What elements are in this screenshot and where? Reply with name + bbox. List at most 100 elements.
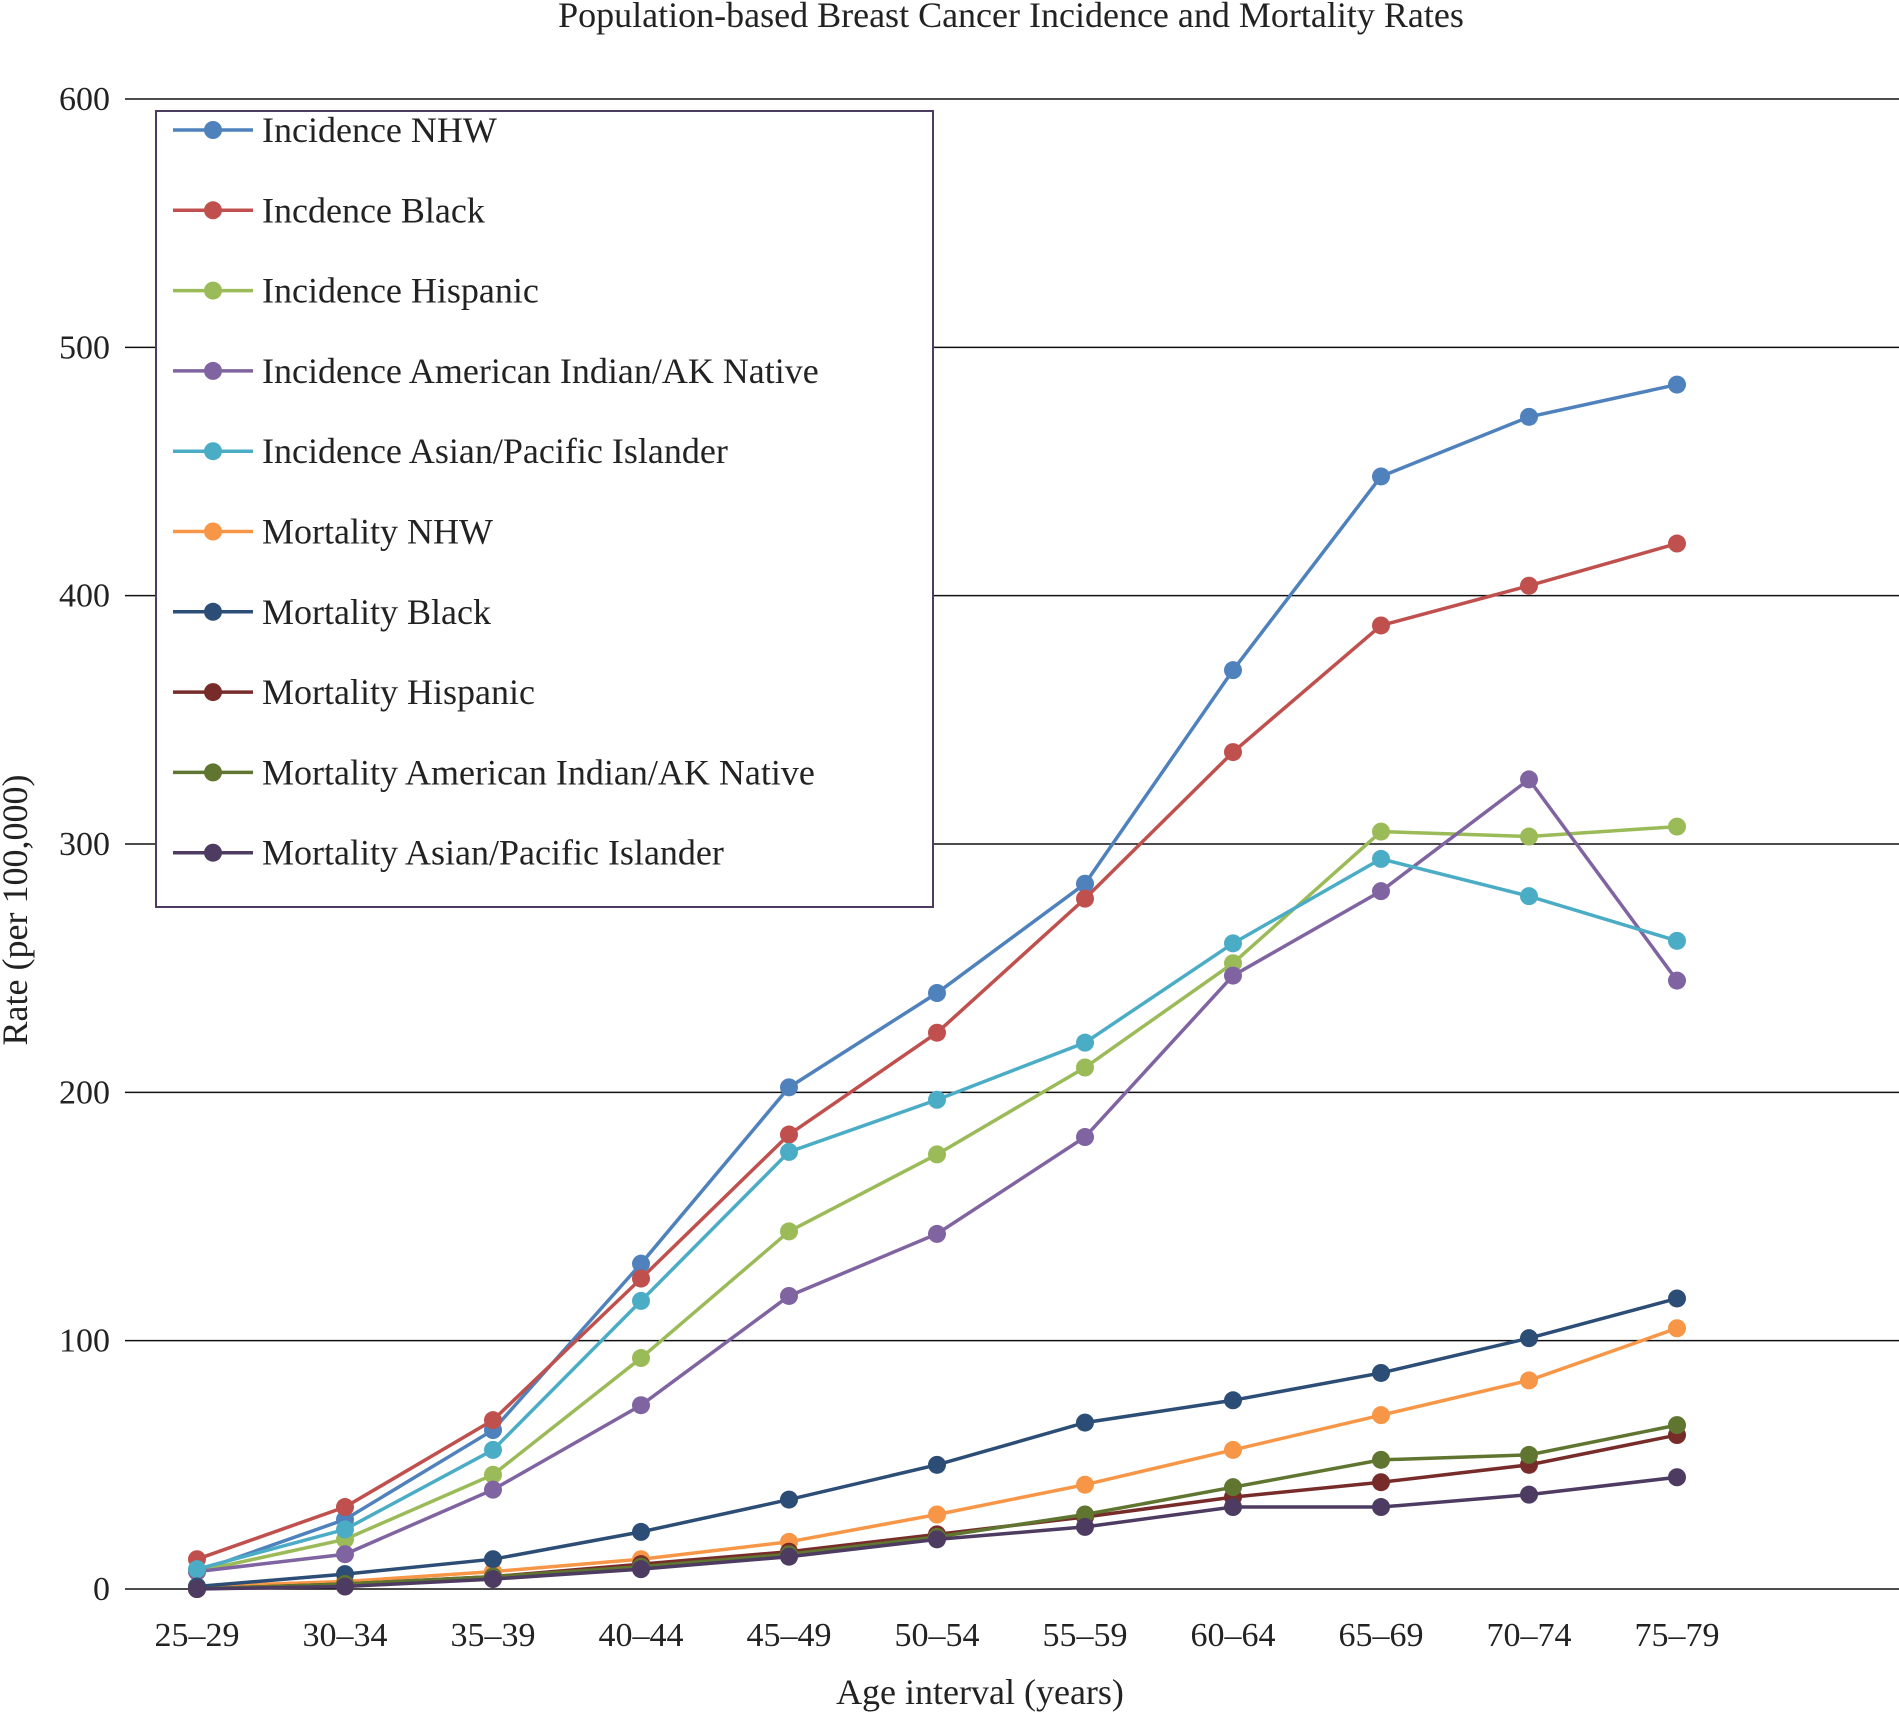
data-point [780, 1142, 798, 1161]
data-point [1520, 576, 1538, 595]
data-point [632, 1254, 650, 1273]
data-point [1224, 934, 1242, 953]
x-tick-label: 35–39 [451, 1617, 536, 1654]
data-point [1076, 874, 1094, 893]
data-point [1076, 1413, 1094, 1432]
data-point [1668, 931, 1686, 950]
data-point [1224, 1478, 1242, 1497]
data-point [632, 1396, 650, 1415]
x-tick-label: 60–64 [1191, 1617, 1276, 1654]
data-point [632, 1269, 650, 1288]
data-point [928, 1090, 946, 1109]
data-point [1372, 1363, 1390, 1382]
legend-swatch-marker [204, 281, 222, 300]
data-point [1224, 954, 1242, 973]
data-point [1520, 1329, 1538, 1348]
data-point [1076, 1505, 1094, 1524]
legend-label: Mortality American Indian/AK Native [262, 752, 815, 792]
y-tick-label: 500 [59, 329, 110, 366]
x-tick-label: 55–59 [1043, 1617, 1128, 1654]
legend-label: Mortality Black [262, 592, 491, 632]
legend-swatch-marker [204, 602, 222, 621]
data-point [1668, 1416, 1686, 1435]
data-point [1372, 616, 1390, 635]
legend-item: Mortality NHW [173, 512, 493, 552]
data-point [928, 1224, 946, 1243]
data-point [1076, 1058, 1094, 1077]
x-tick-label: 45–49 [747, 1617, 832, 1654]
data-point [780, 1222, 798, 1241]
data-point [1076, 1475, 1094, 1494]
x-tick-label: 65–69 [1339, 1617, 1424, 1654]
data-point [632, 1560, 650, 1579]
data-point [1668, 375, 1686, 394]
data-point [1224, 966, 1242, 985]
x-tick-label: 70–74 [1487, 1617, 1572, 1654]
data-point [336, 1545, 354, 1564]
data-point [928, 1455, 946, 1474]
data-point [928, 984, 946, 1002]
legend-item: Mortality Hispanic [173, 672, 535, 712]
data-point [336, 1520, 354, 1539]
data-point [1520, 1485, 1538, 1504]
x-tick-label: 50–54 [895, 1617, 980, 1654]
data-point [632, 1522, 650, 1541]
legend-item: Mortality Black [173, 592, 491, 632]
data-point [928, 1023, 946, 1042]
data-point [188, 1560, 206, 1579]
y-tick-label: 300 [59, 826, 110, 863]
data-point [484, 1570, 502, 1589]
data-point [780, 1547, 798, 1566]
legend-label: Mortality Asian/Pacific Islander [262, 833, 724, 873]
data-point [1372, 1498, 1390, 1517]
x-tick-label: 30–34 [303, 1617, 388, 1654]
data-point [632, 1349, 650, 1368]
data-point [1520, 827, 1538, 846]
series-4 [188, 849, 1686, 1579]
legend-item: Incidence Hispanic [173, 271, 539, 311]
legend-swatch-marker [204, 442, 222, 461]
y-tick-label: 0 [93, 1571, 110, 1608]
y-tick-label: 100 [59, 1323, 110, 1360]
data-point [780, 1490, 798, 1509]
data-point [188, 1580, 206, 1598]
legend-item: Mortality Asian/Pacific Islander [173, 833, 724, 873]
data-point [1372, 467, 1390, 486]
series-9 [188, 1468, 1686, 1598]
data-point [484, 1440, 502, 1459]
data-point [1224, 661, 1242, 680]
legend-swatch-marker [204, 201, 222, 220]
x-tick-label: 75–79 [1635, 1617, 1720, 1654]
data-point [484, 1411, 502, 1430]
legend-item: Incdence Black [173, 190, 485, 230]
data-point [1520, 407, 1538, 426]
legend-label: Incdence Black [262, 190, 485, 230]
data-point [780, 1125, 798, 1144]
data-point [1372, 1406, 1390, 1425]
legend-swatch-marker [204, 522, 222, 541]
data-point [1668, 1319, 1686, 1338]
data-point [484, 1550, 502, 1569]
series-3 [188, 770, 1686, 1581]
legend-label: Mortality NHW [262, 512, 493, 552]
data-point [1076, 1517, 1094, 1536]
y-tick-label: 200 [59, 1074, 110, 1111]
legend-swatch-marker [204, 843, 222, 862]
data-point [1372, 1473, 1390, 1492]
legend-item: Incidence Asian/Pacific Islander [173, 431, 728, 471]
data-point [1372, 849, 1390, 868]
data-point [484, 1465, 502, 1484]
data-point [1372, 1450, 1390, 1469]
data-point [1520, 887, 1538, 906]
y-tick-label: 600 [59, 81, 110, 118]
legend-item: Incidence American Indian/AK Native [173, 351, 819, 391]
legend-box [155, 110, 934, 908]
legend-label: Incidence American Indian/AK Native [262, 351, 819, 391]
x-axis-label: Age interval (years) [836, 1672, 1124, 1712]
data-point [928, 1145, 946, 1164]
legend-swatch-marker [204, 763, 222, 782]
data-point [1076, 1128, 1094, 1147]
series-6 [188, 1289, 1686, 1596]
data-point [1668, 971, 1686, 990]
data-point [1224, 743, 1242, 762]
